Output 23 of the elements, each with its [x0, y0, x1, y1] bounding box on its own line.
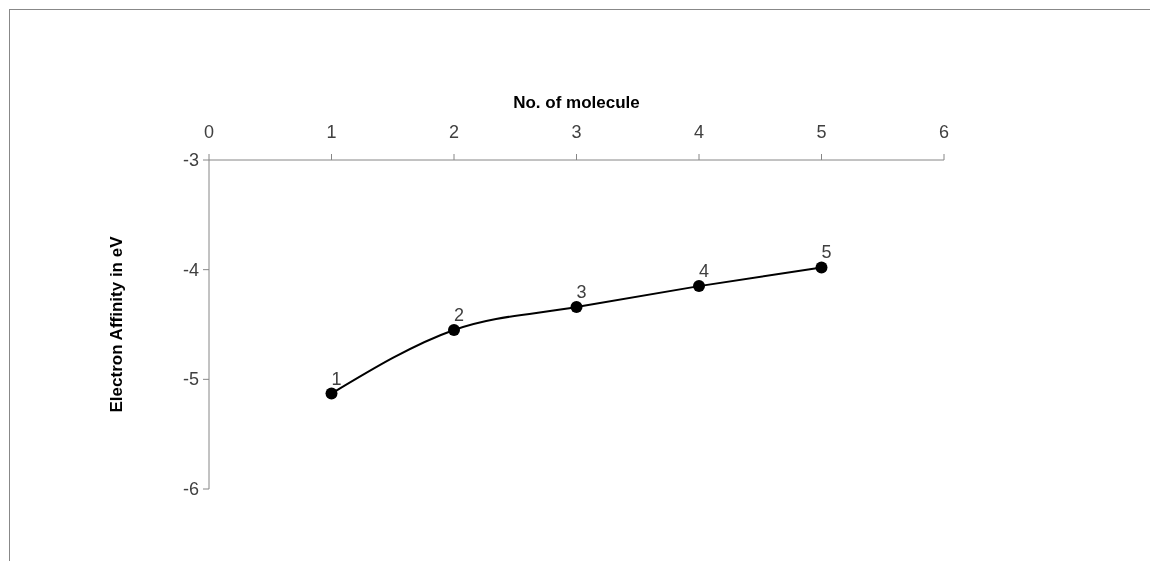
x-tick-label: 6: [938, 122, 950, 142]
x-axis-title: No. of molecule: [513, 93, 640, 112]
y-axis-title: Electron Affinity in eV: [107, 235, 126, 413]
point: [570, 300, 583, 313]
point: [325, 387, 338, 400]
annotation: 2: [453, 304, 465, 325]
annotation: 3: [576, 281, 587, 302]
y-tick-label: -3: [182, 150, 199, 170]
x-tick-label: 0: [203, 122, 215, 142]
x-tick-label: 1: [326, 122, 337, 142]
point: [448, 323, 460, 336]
y-tick-label: -5: [182, 369, 199, 390]
annotation: 5: [821, 242, 832, 263]
x-tick-label: 5: [816, 122, 827, 142]
x-tick-label: 3: [571, 122, 582, 142]
y-tick-label: -4: [182, 259, 199, 280]
y-tick-label: -6: [182, 479, 199, 499]
point: [693, 280, 705, 293]
x-tick-label: 4: [693, 122, 705, 142]
point: [815, 261, 828, 274]
x-tick-label: 2: [448, 122, 460, 142]
annotation: 1: [331, 368, 342, 389]
annotation: 4: [698, 261, 710, 282]
